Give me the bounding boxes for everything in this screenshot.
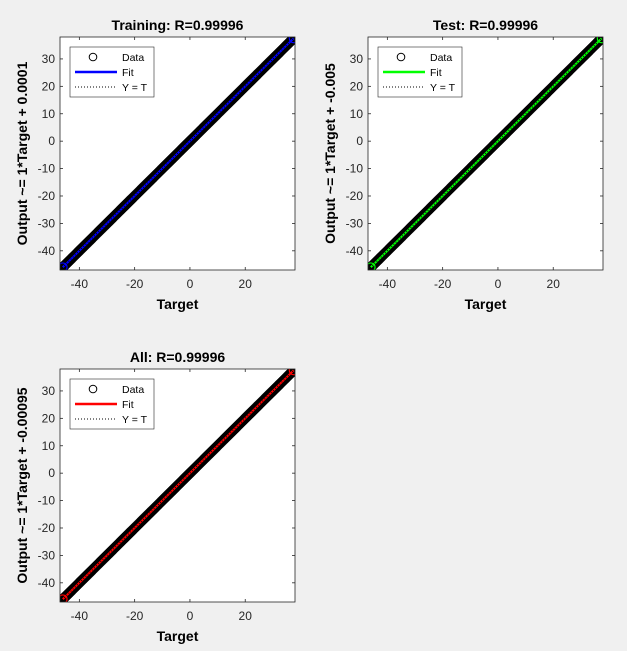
legend-entry-label: Data (122, 52, 144, 64)
plot-training: -40 -20 0 20 -40 -30 -20 -10 0 10 20 30 Training: R=… (14, 17, 296, 312)
x-tick-label: 0 (495, 277, 502, 291)
y-tick-label: 0 (356, 134, 363, 148)
y-tick-label: 30 (42, 384, 56, 398)
data-markers (60, 37, 295, 270)
legend: Data Fit Y = T (377, 46, 463, 98)
y-axis-label: Output ~= 1*Target + 0.0001 (14, 61, 30, 245)
x-tick-label: 20 (239, 609, 253, 623)
plot-title: Training: R=0.99996 (112, 17, 244, 33)
plot-title: Test: R=0.99996 (433, 17, 538, 33)
y-tick-label: -30 (38, 216, 56, 230)
x-tick-label: 0 (187, 277, 194, 291)
legend-data-marker (396, 52, 406, 62)
data-point (594, 37, 603, 46)
y-tick-label: -20 (38, 521, 56, 535)
legend-entry-label: Data (430, 52, 452, 64)
legend-data-marker (88, 52, 98, 62)
x-tick-label: -20 (126, 609, 144, 623)
y-tick-label: -40 (38, 576, 56, 590)
endpoint-marker (288, 37, 295, 44)
axes-box (367, 36, 604, 271)
y-axis-label: Output ~= 1*Target + -0.00095 (14, 387, 30, 583)
x-tick-label: -40 (71, 277, 89, 291)
data-point (287, 37, 295, 45)
plot-test: -40 -20 0 20 -40 -30 -20 -10 0 10 20 30 Test: R=0.99… (322, 17, 604, 312)
y-tick-label: -40 (346, 244, 364, 258)
fit-line (370, 37, 603, 268)
identity-line (368, 37, 603, 270)
y-tick-label: -10 (346, 162, 364, 176)
legend-entry-label: Fit (122, 399, 134, 411)
legend-entry-label: Data (122, 384, 144, 396)
y-tick-label: -30 (38, 548, 56, 562)
y-tick-label: 0 (48, 466, 55, 480)
y-tick-label: 30 (350, 52, 364, 66)
y-tick-label: -20 (346, 189, 364, 203)
fit-line (62, 37, 295, 268)
y-tick-label: -40 (38, 244, 56, 258)
y-tick-label: 20 (42, 79, 56, 93)
x-tick-label: 0 (187, 609, 194, 623)
data-point (287, 369, 295, 377)
data-point (285, 369, 295, 379)
y-tick-label: -30 (346, 216, 364, 230)
x-axis-label: Target (157, 296, 199, 312)
legend-data-marker (88, 384, 98, 394)
endpoint-marker (60, 594, 68, 602)
legend-entry-label: Y = T (122, 82, 148, 94)
y-tick-label: 30 (42, 52, 56, 66)
endpoint-marker (60, 262, 68, 270)
x-tick-label: 20 (547, 277, 561, 291)
data-point (285, 37, 295, 47)
y-tick-label: 10 (42, 439, 56, 453)
x-axis-label: Target (465, 296, 507, 312)
x-tick-label: -20 (434, 277, 452, 291)
y-tick-label: 10 (350, 107, 364, 121)
legend-entry-label: Fit (430, 67, 442, 79)
y-tick-label: 10 (42, 107, 56, 121)
data-point (286, 369, 295, 378)
legend: Data Fit Y = T (69, 378, 155, 430)
y-tick-label: -20 (38, 189, 56, 203)
plot-all: -40 -20 0 20 -40 -30 -20 -10 0 10 20 30 All: R=0.999… (14, 349, 296, 644)
data-markers (60, 369, 295, 602)
legend-entry-label: Y = T (430, 82, 456, 94)
data-point (286, 37, 295, 46)
endpoint-marker (368, 262, 376, 270)
data-point (593, 37, 603, 47)
endpoint-marker (288, 369, 295, 376)
axes-box (59, 36, 296, 271)
x-axis-label: Target (157, 628, 199, 644)
y-tick-label: 0 (48, 134, 55, 148)
y-tick-label: 20 (42, 411, 56, 425)
fit-line (62, 369, 295, 600)
y-tick-label: 20 (350, 79, 364, 93)
legend-entry-label: Y = T (122, 414, 148, 426)
x-tick-label: 20 (239, 277, 253, 291)
y-tick-label: -10 (38, 494, 56, 508)
plot-title: All: R=0.99996 (130, 349, 226, 365)
endpoint-marker (596, 37, 603, 44)
x-tick-label: -40 (71, 609, 89, 623)
identity-line (60, 37, 295, 270)
axes-box (59, 368, 296, 603)
data-markers (368, 37, 603, 270)
x-tick-label: -40 (379, 277, 397, 291)
legend: Data Fit Y = T (69, 46, 155, 98)
identity-line (60, 369, 295, 602)
legend-entry-label: Fit (122, 67, 134, 79)
y-tick-label: -10 (38, 162, 56, 176)
data-point (595, 37, 603, 45)
y-axis-label: Output ~= 1*Target + -0.005 (322, 63, 338, 244)
x-tick-label: -20 (126, 277, 144, 291)
